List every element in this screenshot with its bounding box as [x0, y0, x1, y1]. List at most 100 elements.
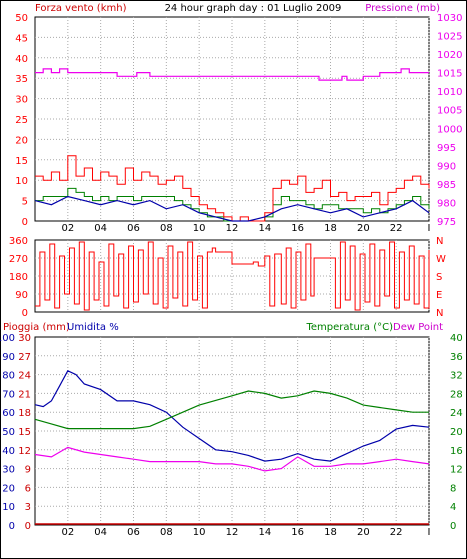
pressure-tick-label: 1000	[437, 124, 462, 135]
x-tick-label: 12	[226, 223, 239, 234]
x-tick-label: 02	[61, 223, 74, 234]
wind-direction-tick-label: 90	[15, 290, 28, 301]
x-tick-label: 20	[357, 527, 370, 538]
pressure-tick-label: 990	[437, 161, 456, 172]
wind-direction-tick-label: 270	[9, 254, 28, 265]
wind-pressure-grid	[35, 17, 430, 221]
wind-speed-tick-label: 15	[15, 156, 28, 167]
rain-humidity-axis: 0102030405060708090100036912151821242730	[0, 333, 31, 532]
wind-speed-tick-label: 5	[22, 197, 28, 208]
rain-tick-label: 3	[25, 502, 31, 513]
pressure-tick-label: 1010	[437, 87, 462, 98]
humidity-tick-label: 30	[2, 465, 15, 476]
x-tick-label: 08	[160, 223, 173, 234]
wind-speed-tick-label: 0	[22, 217, 28, 228]
x-tick-label: I	[428, 527, 431, 538]
pressure-tick-label: 1020	[437, 50, 462, 61]
humidity-tick-label: 60	[2, 408, 15, 419]
rain-tick-label: 15	[18, 427, 31, 438]
rain-tick-label: 18	[18, 408, 31, 419]
humidity-tick-label: 100	[0, 333, 15, 344]
humidity-tick-label: 90	[2, 352, 15, 363]
x-tick-label: 04	[94, 527, 107, 538]
x-tick-label: 12	[226, 527, 239, 538]
wind-gust-series	[35, 155, 430, 222]
temperature-tick-label: 0	[450, 521, 456, 532]
x-tick-label: I	[428, 223, 431, 234]
rain-tick-label: 21	[18, 389, 31, 400]
humidity-tick-label: 40	[2, 446, 15, 457]
rain-tick-label: 24	[18, 371, 31, 382]
wind-speed-tick-label: 10	[15, 176, 28, 187]
temperature-axis-label: Temperatura (°C)	[305, 322, 393, 333]
compass-point-label: E	[436, 290, 442, 301]
temperature-tick-label: 16	[450, 446, 463, 457]
rain-humidity-grid	[35, 337, 430, 525]
humidity-tick-label: 70	[2, 389, 15, 400]
x-tick-label: 14	[258, 527, 271, 538]
pressure-series	[35, 68, 429, 81]
compass-point-label: W	[436, 254, 446, 265]
temperature-tick-label: 40	[450, 333, 463, 344]
rain-tick-label: 30	[18, 333, 31, 344]
x-tick-label: 10	[193, 223, 206, 234]
x-tick-label: 04	[94, 223, 107, 234]
rain-humidity-time-axis: 02 04 06 08 10 12 14 16 18 20 22 I	[61, 527, 430, 538]
wind-speed-tick-label: 50	[15, 13, 28, 24]
chart-title: 24 hour graph day : 01 Luglio 2009	[165, 3, 342, 14]
x-tick-label: 20	[357, 223, 370, 234]
rain-tick-label: 9	[25, 465, 31, 476]
temperature-tick-label: 24	[450, 408, 463, 419]
rain-tick-label: 12	[18, 446, 31, 457]
wind-direction-tick-label: 180	[9, 272, 28, 283]
x-tick-label: 08	[160, 527, 173, 538]
temperature-tick-label: 8	[450, 483, 456, 494]
temperature-tick-label: 28	[450, 389, 463, 400]
wind-speed-tick-label: 45	[15, 33, 28, 44]
x-tick-label: 16	[291, 527, 304, 538]
humidity-tick-label: 0	[9, 521, 15, 532]
pressure-title: Pressione (mb)	[365, 3, 440, 14]
x-tick-label: 10	[193, 527, 206, 538]
wind-speed-tick-label: 35	[15, 74, 28, 85]
temperature-tick-label: 36	[450, 352, 463, 363]
pressure-tick-label: 985	[437, 180, 456, 191]
x-tick-label: 18	[324, 223, 337, 234]
pressure-tick-label: 980	[437, 198, 456, 209]
wind-speed-title: Forza vento (kmh)	[35, 3, 127, 14]
compass-point-label: S	[436, 272, 442, 283]
rain-tick-label: 27	[18, 352, 31, 363]
x-tick-label: 02	[61, 527, 74, 538]
wind-direction-tick-label: 0	[22, 308, 28, 319]
rain-tick-label: 6	[25, 483, 31, 494]
temperature-series	[34, 390, 429, 430]
compass-point-label: N	[436, 308, 443, 319]
humidity-tick-label: 10	[2, 502, 15, 513]
temperature-tick-label: 4	[450, 502, 456, 513]
wind-speed-tick-label: 20	[15, 135, 28, 146]
pressure-axis: 975 980 985 990 995 1000 1005 1010 1015 1020 1025 1…	[437, 13, 462, 228]
x-tick-label: 06	[127, 223, 140, 234]
x-tick-label: 22	[390, 223, 403, 234]
wind-direction-tick-label: 360	[9, 236, 28, 247]
rain-tick-label: 0	[25, 521, 31, 532]
pressure-tick-label: 1025	[437, 32, 462, 43]
wind-direction-degree-axis: 0 90 180 270 360	[9, 236, 28, 319]
rain-humidity-temperature-panel: Pioggia (mm) Umidita % Temperatura (°C) …	[0, 322, 463, 538]
temperature-axis: 0 4 8 12 16 20 24 28 32 36 40	[450, 333, 463, 532]
pressure-tick-label: 975	[437, 217, 456, 228]
x-tick-label: 22	[390, 527, 403, 538]
wind-speed-tick-label: 25	[15, 115, 28, 126]
wind-speed-tick-label: 40	[15, 54, 28, 65]
humidity-axis-label: Umidita %	[67, 322, 119, 333]
humidity-series	[34, 370, 430, 462]
temperature-tick-label: 20	[450, 427, 463, 438]
wind-speed-axis: 0 5 10 15 20 25 30 35 40 45 50	[15, 13, 28, 228]
x-tick-label: 16	[291, 223, 304, 234]
dewpoint-axis-label: Dew Point	[393, 322, 443, 333]
wind-direction-series	[35, 241, 430, 311]
pressure-tick-label: 1015	[437, 69, 462, 80]
x-tick-label: 14	[258, 223, 271, 234]
